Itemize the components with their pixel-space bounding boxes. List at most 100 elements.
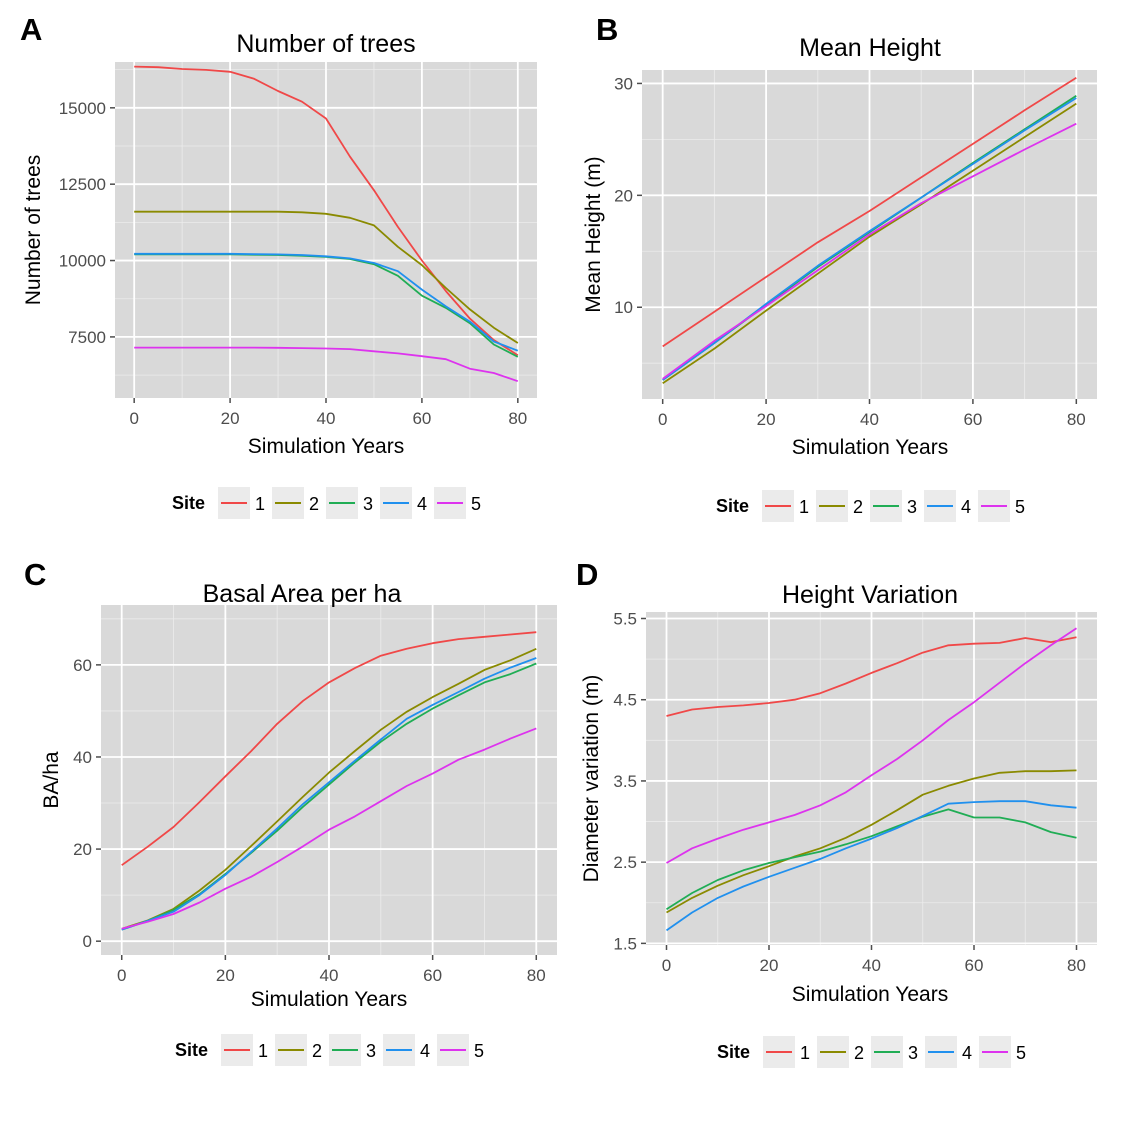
y-tick-label: 3.5 (613, 772, 637, 791)
y-tick-label: 5.5 (613, 609, 637, 628)
legend-title: Site (175, 1040, 208, 1060)
series-line-site-2 (666, 769, 1077, 914)
y-tick-label: 30 (614, 74, 633, 93)
x-tick-label: 0 (117, 966, 126, 985)
series-line-site-1 (666, 636, 1077, 717)
legend-label: 4 (961, 497, 971, 517)
y-tick-label: 15000 (59, 99, 106, 118)
legend-item-site-1: 1 (763, 1036, 810, 1068)
y-axis-label: Number of trees (22, 155, 45, 306)
legend-item-site-3: 3 (326, 487, 373, 519)
series-line-site-2 (662, 102, 1077, 385)
legend-title: Site (172, 493, 205, 513)
y-tick-label: 40 (73, 748, 92, 767)
legend-label: 5 (471, 494, 481, 514)
panel-c: 0 20 40 60 80 0 20 40 60 C Basal Area per ha Simula… (24, 557, 557, 1066)
legend-item-site-5: 5 (979, 1036, 1026, 1068)
panel-label: A (20, 12, 42, 47)
legend-label: 4 (962, 1043, 972, 1063)
y-tick-label: 12500 (59, 175, 106, 194)
x-tick-label: 80 (1067, 410, 1086, 429)
legend-item-site-3: 3 (329, 1034, 376, 1066)
series-line-site-2 (134, 210, 519, 344)
y-tick-label: 60 (73, 656, 92, 675)
x-tick-label: 60 (423, 966, 442, 985)
legend-item-site-5: 5 (978, 490, 1025, 522)
x-tick-label: 20 (760, 956, 779, 975)
x-tick-label: 20 (757, 410, 776, 429)
legend-title: Site (717, 1042, 750, 1062)
legend-item-site-1: 1 (221, 1034, 268, 1066)
y-tick-label: 1.5 (613, 934, 637, 953)
chart-title: Height Variation (782, 581, 958, 609)
x-tick-label: 40 (860, 410, 879, 429)
x-tick-label: 0 (662, 956, 671, 975)
x-axis-label: Simulation Years (248, 435, 404, 458)
x-tick-label: 80 (508, 409, 527, 428)
legend-label: 1 (799, 497, 809, 517)
series-line-site-4 (665, 800, 1077, 932)
legend: Site 1 2 3 4 5 (717, 1036, 1026, 1068)
legend-item-site-4: 4 (925, 1036, 972, 1068)
series-line-site-4 (121, 657, 537, 931)
legend-item-site-3: 3 (871, 1036, 918, 1068)
series-line-site-5 (666, 627, 1077, 864)
legend-item-site-3: 3 (870, 490, 917, 522)
legend-label: 2 (853, 497, 863, 517)
x-axis-label: Simulation Years (792, 436, 948, 459)
legend-label: 5 (1016, 1043, 1026, 1063)
panel-label: C (24, 557, 46, 592)
legend: Site 1 2 3 4 5 (172, 487, 481, 519)
x-tick-label: 0 (658, 410, 667, 429)
legend-label: 2 (312, 1041, 322, 1061)
legend-item-site-4: 4 (383, 1034, 430, 1066)
y-tick-label: 10 (614, 298, 633, 317)
y-tick-label: 4.5 (613, 691, 637, 710)
series-line-site-1 (121, 631, 537, 866)
legend-label: 3 (366, 1041, 376, 1061)
y-axis-label: BA/ha (40, 751, 63, 809)
chart-title: Basal Area per ha (203, 580, 402, 608)
legend-title: Site (716, 496, 749, 516)
panel-d: 0 20 40 60 80 1.5 2.5 3.5 4.5 5.5 D Height Variatio… (576, 557, 1097, 1068)
legend-label: 5 (474, 1041, 484, 1061)
x-tick-label: 60 (963, 410, 982, 429)
series-line-site-5 (662, 122, 1077, 380)
legend-label: 3 (363, 494, 373, 514)
y-tick-label: 20 (73, 840, 92, 859)
series-line-site-3 (121, 662, 537, 931)
legend-label: 3 (908, 1043, 918, 1063)
legend-label: 3 (907, 497, 917, 517)
legend-label: 1 (255, 494, 265, 514)
panel-b: 0 20 40 60 80 10 20 30 B Mean Height Simulation Ye… (582, 12, 1097, 522)
legend-label: 2 (309, 494, 319, 514)
x-tick-label: 20 (221, 409, 240, 428)
legend-item-site-2: 2 (817, 1036, 864, 1068)
x-axis-label: Simulation Years (792, 983, 948, 1006)
x-tick-label: 60 (965, 956, 984, 975)
y-axis-label: Diameter variation (m) (580, 675, 603, 883)
x-tick-label: 60 (412, 409, 431, 428)
series-line-site-1 (134, 65, 519, 356)
series-line-site-5 (121, 727, 537, 930)
legend-item-site-2: 2 (816, 490, 863, 522)
x-axis-label: Simulation Years (251, 988, 407, 1011)
x-tick-label: 20 (216, 966, 235, 985)
y-tick-label: 10000 (59, 252, 106, 271)
chart-title: Mean Height (799, 34, 941, 62)
legend: Site 1 2 3 4 5 (175, 1034, 484, 1066)
y-tick-label: 7500 (68, 328, 106, 347)
legend-label: 5 (1015, 497, 1025, 517)
x-tick-label: 40 (862, 956, 881, 975)
y-tick-label: 0 (83, 932, 92, 951)
legend-item-site-1: 1 (762, 490, 809, 522)
x-tick-label: 40 (317, 409, 336, 428)
series-line-site-5 (134, 346, 519, 383)
legend-label: 1 (800, 1043, 810, 1063)
legend-label: 2 (854, 1043, 864, 1063)
series-line-site-4 (134, 252, 519, 352)
x-tick-label: 40 (320, 966, 339, 985)
series-line-site-3 (666, 808, 1077, 911)
y-axis-label: Mean Height (m) (582, 156, 605, 312)
